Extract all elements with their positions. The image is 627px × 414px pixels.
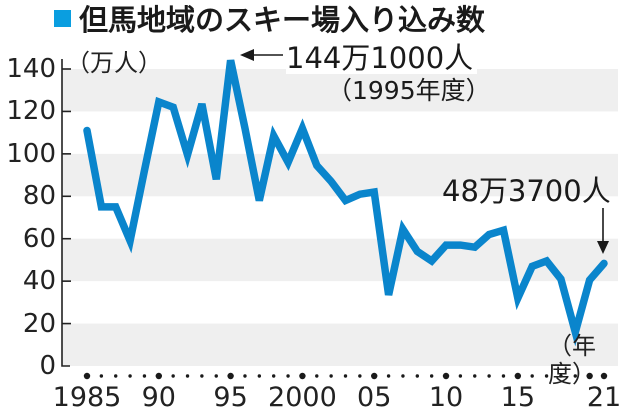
- latest-value-annotation: 48万3700人: [442, 174, 611, 208]
- x-tick-label: 05: [357, 382, 392, 413]
- x-axis-year-dots: [83, 372, 608, 380]
- grid-band: [62, 323, 618, 366]
- y-tick-label: 140: [6, 54, 56, 84]
- y-tick-label: 20: [22, 308, 56, 339]
- annotation-arrows: [240, 49, 609, 254]
- x-tick-label: 21: [586, 382, 622, 413]
- peak-year-annotation: （1995年度）: [327, 76, 491, 105]
- peak-arrow-head: [240, 49, 254, 61]
- x-unit-label: （年度）: [548, 332, 596, 388]
- title-square-icon: [54, 9, 71, 27]
- x-tick-label: 1985: [52, 382, 122, 413]
- chart-title: 但馬地域のスキー場入り込み数: [54, 0, 486, 37]
- y-tick-label: 120: [6, 96, 56, 127]
- y-tick-label: 80: [22, 181, 56, 212]
- y-axis: [61, 59, 71, 367]
- y-tick-label: 100: [6, 138, 56, 169]
- series-line: [83, 59, 608, 347]
- y-unit-label: （万人）: [66, 49, 162, 77]
- y-tick-label: 40: [22, 266, 56, 297]
- latest-arrow-head: [597, 241, 609, 254]
- x-tick-label: 95: [213, 382, 248, 413]
- peak-value-annotation: 144万1000人: [286, 42, 478, 74]
- x-tick-label: 90: [141, 382, 176, 413]
- x-tick-label: 2000: [268, 382, 337, 413]
- grid-bands: [62, 69, 618, 366]
- title-text: 但馬地域のスキー場入り込み数: [79, 3, 486, 37]
- y-tick-label: 0: [39, 351, 56, 381]
- x-tick-label: 15: [500, 382, 536, 413]
- x-tick-label: 10: [428, 382, 464, 413]
- y-tick-label: 60: [22, 223, 56, 254]
- grid-band: [62, 238, 618, 282]
